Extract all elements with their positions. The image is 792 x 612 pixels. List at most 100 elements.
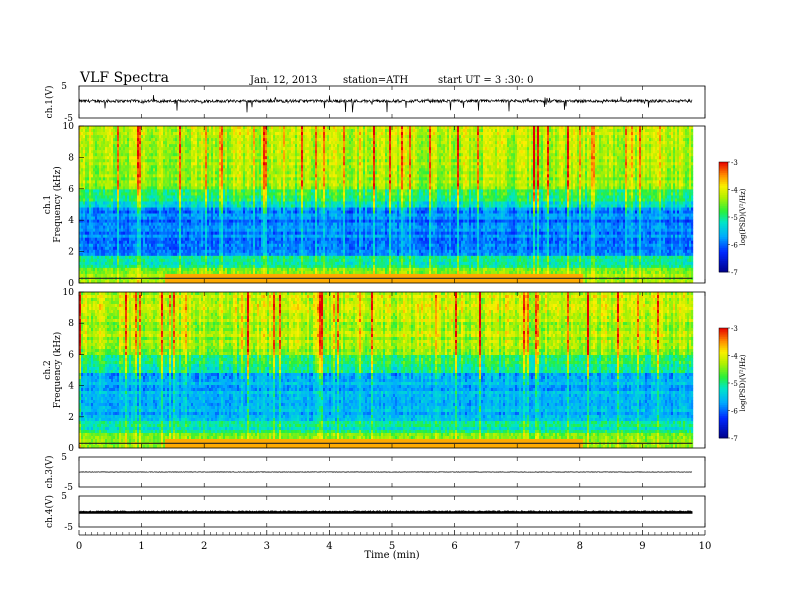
spec1-cell	[179, 153, 181, 156]
spec1-cell	[345, 150, 347, 153]
spec1-cell	[221, 126, 223, 129]
spec1-cell	[487, 150, 489, 153]
spec1-cell	[141, 144, 143, 147]
spec1-cell	[633, 141, 635, 144]
spec1-cell	[499, 147, 501, 150]
spec1-cell	[359, 126, 361, 129]
spec1-cell	[185, 147, 187, 150]
spec1-cell	[273, 135, 275, 138]
spec1-cell	[171, 153, 173, 156]
spec1-cell	[245, 132, 247, 135]
spec1-cell	[197, 153, 199, 156]
spec1-cell	[281, 138, 283, 141]
spec1-cell	[393, 129, 395, 132]
spec1-cell	[615, 153, 617, 156]
spec1-cell	[81, 141, 83, 144]
spec1-cell	[571, 147, 573, 150]
spec1-cell	[631, 141, 633, 144]
spec1-cell	[687, 126, 689, 129]
spec1-cell	[309, 147, 311, 150]
spec1-cell	[523, 141, 525, 144]
spec1-cell	[305, 153, 307, 156]
spec1-cell	[263, 141, 265, 144]
spec1-cell	[283, 147, 285, 150]
spec1-cell	[635, 153, 637, 156]
spec1-cell	[643, 132, 645, 135]
spec1-cell	[333, 135, 335, 138]
spec1-cell	[251, 135, 253, 138]
spec1-cell	[399, 144, 401, 147]
spec1-cell	[143, 132, 145, 135]
spec1-cell	[507, 141, 509, 144]
spec1-cell	[641, 129, 643, 132]
spec1-cell	[199, 126, 201, 129]
spec1-cell	[93, 147, 95, 150]
spec1-cell	[619, 147, 621, 150]
spec1-cell	[303, 141, 305, 144]
spec1-cell	[607, 132, 609, 135]
spec1-cell	[501, 138, 503, 141]
spec1-cell	[543, 129, 545, 132]
spec1-cell	[683, 150, 685, 153]
spec1-cell	[475, 138, 477, 141]
spec1-cell	[565, 129, 567, 132]
spec1-cell	[471, 135, 473, 138]
spec1-cell	[459, 126, 461, 129]
spec1-cell	[271, 150, 273, 153]
spec1-cell	[557, 147, 559, 150]
spec1-cell	[347, 132, 349, 135]
spec1-cell	[463, 147, 465, 150]
spec1-cell	[347, 129, 349, 132]
spec1-cell	[403, 132, 405, 135]
spec1-cell	[635, 141, 637, 144]
spec1-cell	[363, 126, 365, 129]
spec1-cell	[195, 129, 197, 132]
spec1-cell	[359, 129, 361, 132]
spec1-cell	[281, 147, 283, 150]
spec1-cell	[335, 132, 337, 135]
spec1-cell	[377, 129, 379, 132]
spec1-cell	[307, 144, 309, 147]
spec1-cell	[379, 135, 381, 138]
spec1-cell	[117, 126, 119, 129]
spec1-cell	[345, 144, 347, 147]
spec1-cell	[139, 129, 141, 132]
spec1-cell	[249, 144, 251, 147]
spec1-cell	[215, 126, 217, 129]
spec1-cell	[377, 126, 379, 129]
spec1-cell	[405, 138, 407, 141]
spec1-cell	[145, 153, 147, 156]
spec1-cell	[203, 144, 205, 147]
spec1-cell	[283, 129, 285, 132]
spec1-cell	[135, 132, 137, 135]
spec1-cell	[593, 138, 595, 141]
spec1-cell	[361, 153, 363, 156]
spec1-cell	[333, 126, 335, 129]
spec1-cell	[247, 126, 249, 129]
spec1-cell	[525, 144, 527, 147]
spec1-cell	[511, 147, 513, 150]
spec1-cell	[567, 153, 569, 156]
spec1-cell	[217, 150, 219, 153]
spec1-cell	[271, 138, 273, 141]
spec1-cell	[389, 150, 391, 153]
spec1-cell	[527, 132, 529, 135]
spec1-cell	[321, 135, 323, 138]
spec1-cell	[623, 147, 625, 150]
spec1-cell	[159, 132, 161, 135]
spec1-cell	[131, 141, 133, 144]
spec1-cell	[337, 144, 339, 147]
spec1-cell	[137, 129, 139, 132]
spec1-cell	[157, 129, 159, 132]
spec1-cell	[329, 150, 331, 153]
spec1-cell	[203, 153, 205, 156]
spec1-cell	[383, 129, 385, 132]
spec1-cell	[671, 147, 673, 150]
spec1-cell	[339, 153, 341, 156]
spec1-cell	[509, 126, 511, 129]
spec1-cell	[599, 141, 601, 144]
spec1-cell	[259, 132, 261, 135]
spec1-cell	[465, 147, 467, 150]
spec1-cell	[215, 129, 217, 132]
spec1-cell	[535, 150, 537, 153]
